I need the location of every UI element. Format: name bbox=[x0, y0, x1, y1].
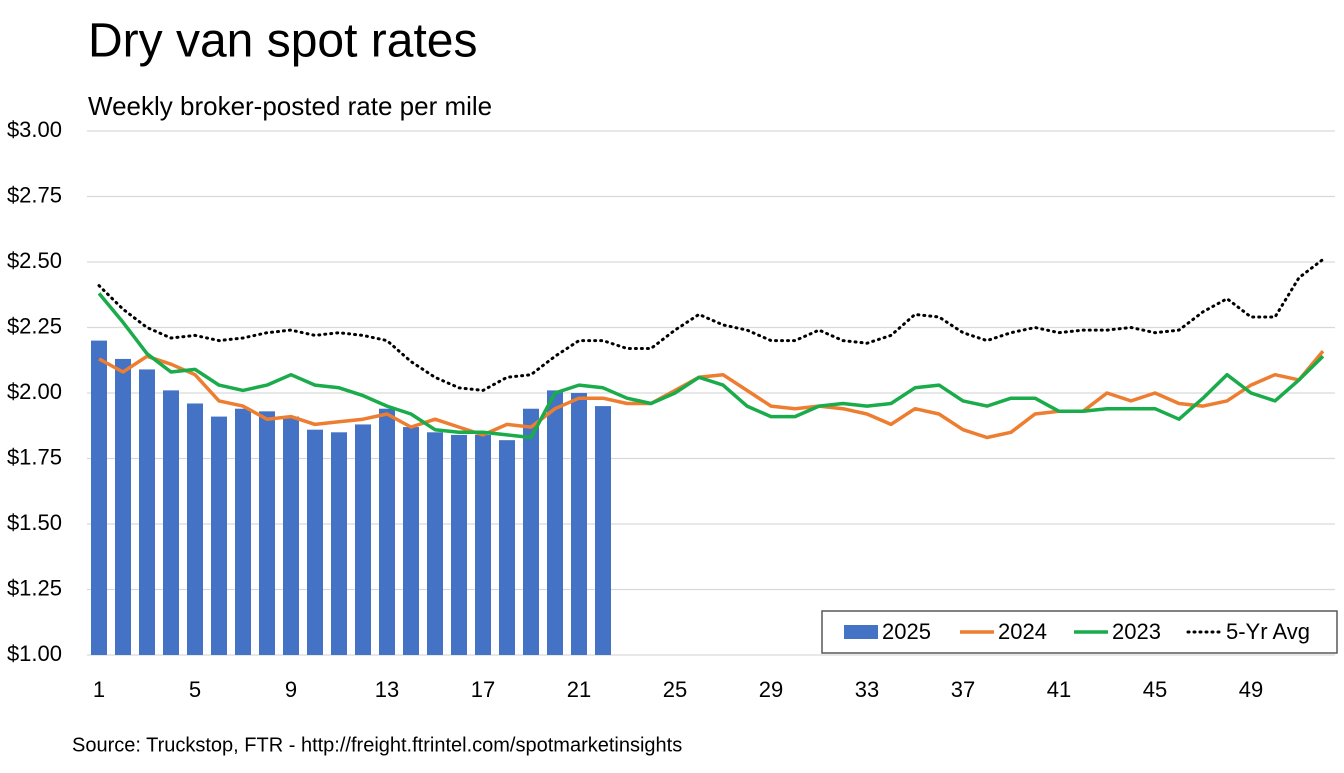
bar bbox=[115, 358, 131, 655]
x-tick-label: 21 bbox=[567, 677, 591, 702]
bar bbox=[379, 408, 395, 655]
bar bbox=[139, 369, 155, 655]
legend-label: 2023 bbox=[1112, 619, 1161, 644]
source-note: Source: Truckstop, FTR - http://freight.… bbox=[72, 734, 682, 756]
y-tick-label: $1.25 bbox=[7, 575, 62, 600]
legend-label: 2025 bbox=[882, 619, 931, 644]
bar bbox=[523, 408, 539, 655]
legend-label: 2024 bbox=[998, 619, 1047, 644]
chart-title: Dry van spot rates bbox=[88, 15, 477, 68]
bar bbox=[91, 340, 107, 655]
bar bbox=[451, 434, 467, 655]
y-tick-label: $3.00 bbox=[7, 117, 62, 142]
x-tick-label: 9 bbox=[285, 677, 297, 702]
chart-subtitle: Weekly broker-posted rate per mile bbox=[88, 91, 492, 121]
x-tick-label: 49 bbox=[1239, 677, 1263, 702]
y-tick-label: $2.50 bbox=[7, 248, 62, 273]
y-tick-label: $2.00 bbox=[7, 379, 62, 404]
x-tick-label: 45 bbox=[1143, 677, 1167, 702]
y-tick-label: $2.25 bbox=[7, 313, 62, 338]
bar bbox=[355, 424, 371, 655]
bar bbox=[331, 432, 347, 655]
x-tick-label: 33 bbox=[855, 677, 879, 702]
bar bbox=[283, 416, 299, 655]
x-tick-label: 1 bbox=[93, 677, 105, 702]
legend: 2025 2024 2023 5-Yr Avg bbox=[821, 610, 1338, 654]
y-tick-label: $2.75 bbox=[7, 182, 62, 207]
y-tick-label: $1.00 bbox=[7, 641, 62, 666]
bar bbox=[547, 390, 563, 655]
bar bbox=[163, 390, 179, 655]
x-tick-label: 17 bbox=[471, 677, 495, 702]
x-tick-label: 13 bbox=[375, 677, 399, 702]
y-tick-label: $1.50 bbox=[7, 510, 62, 535]
bar bbox=[307, 429, 323, 655]
bar bbox=[571, 393, 587, 655]
bar bbox=[595, 406, 611, 655]
line-5-yr-avg bbox=[97, 257, 1325, 392]
bar bbox=[187, 403, 203, 655]
bar bbox=[499, 440, 515, 655]
x-tick-label: 41 bbox=[1047, 677, 1071, 702]
line-2024 bbox=[98, 349, 1325, 440]
bar bbox=[259, 411, 275, 655]
legend-swatch bbox=[844, 625, 878, 639]
bar bbox=[475, 434, 491, 655]
bar bbox=[403, 427, 419, 655]
x-tick-label: 37 bbox=[951, 677, 975, 702]
x-tick-label: 5 bbox=[189, 677, 201, 702]
bar bbox=[235, 408, 251, 655]
legend-label: 5-Yr Avg bbox=[1226, 619, 1310, 644]
x-tick-label: 25 bbox=[663, 677, 687, 702]
bar bbox=[211, 416, 227, 655]
y-tick-label: $1.75 bbox=[7, 444, 62, 469]
bar bbox=[427, 432, 443, 655]
line-2023 bbox=[97, 292, 1325, 440]
x-tick-label: 29 bbox=[759, 677, 783, 702]
